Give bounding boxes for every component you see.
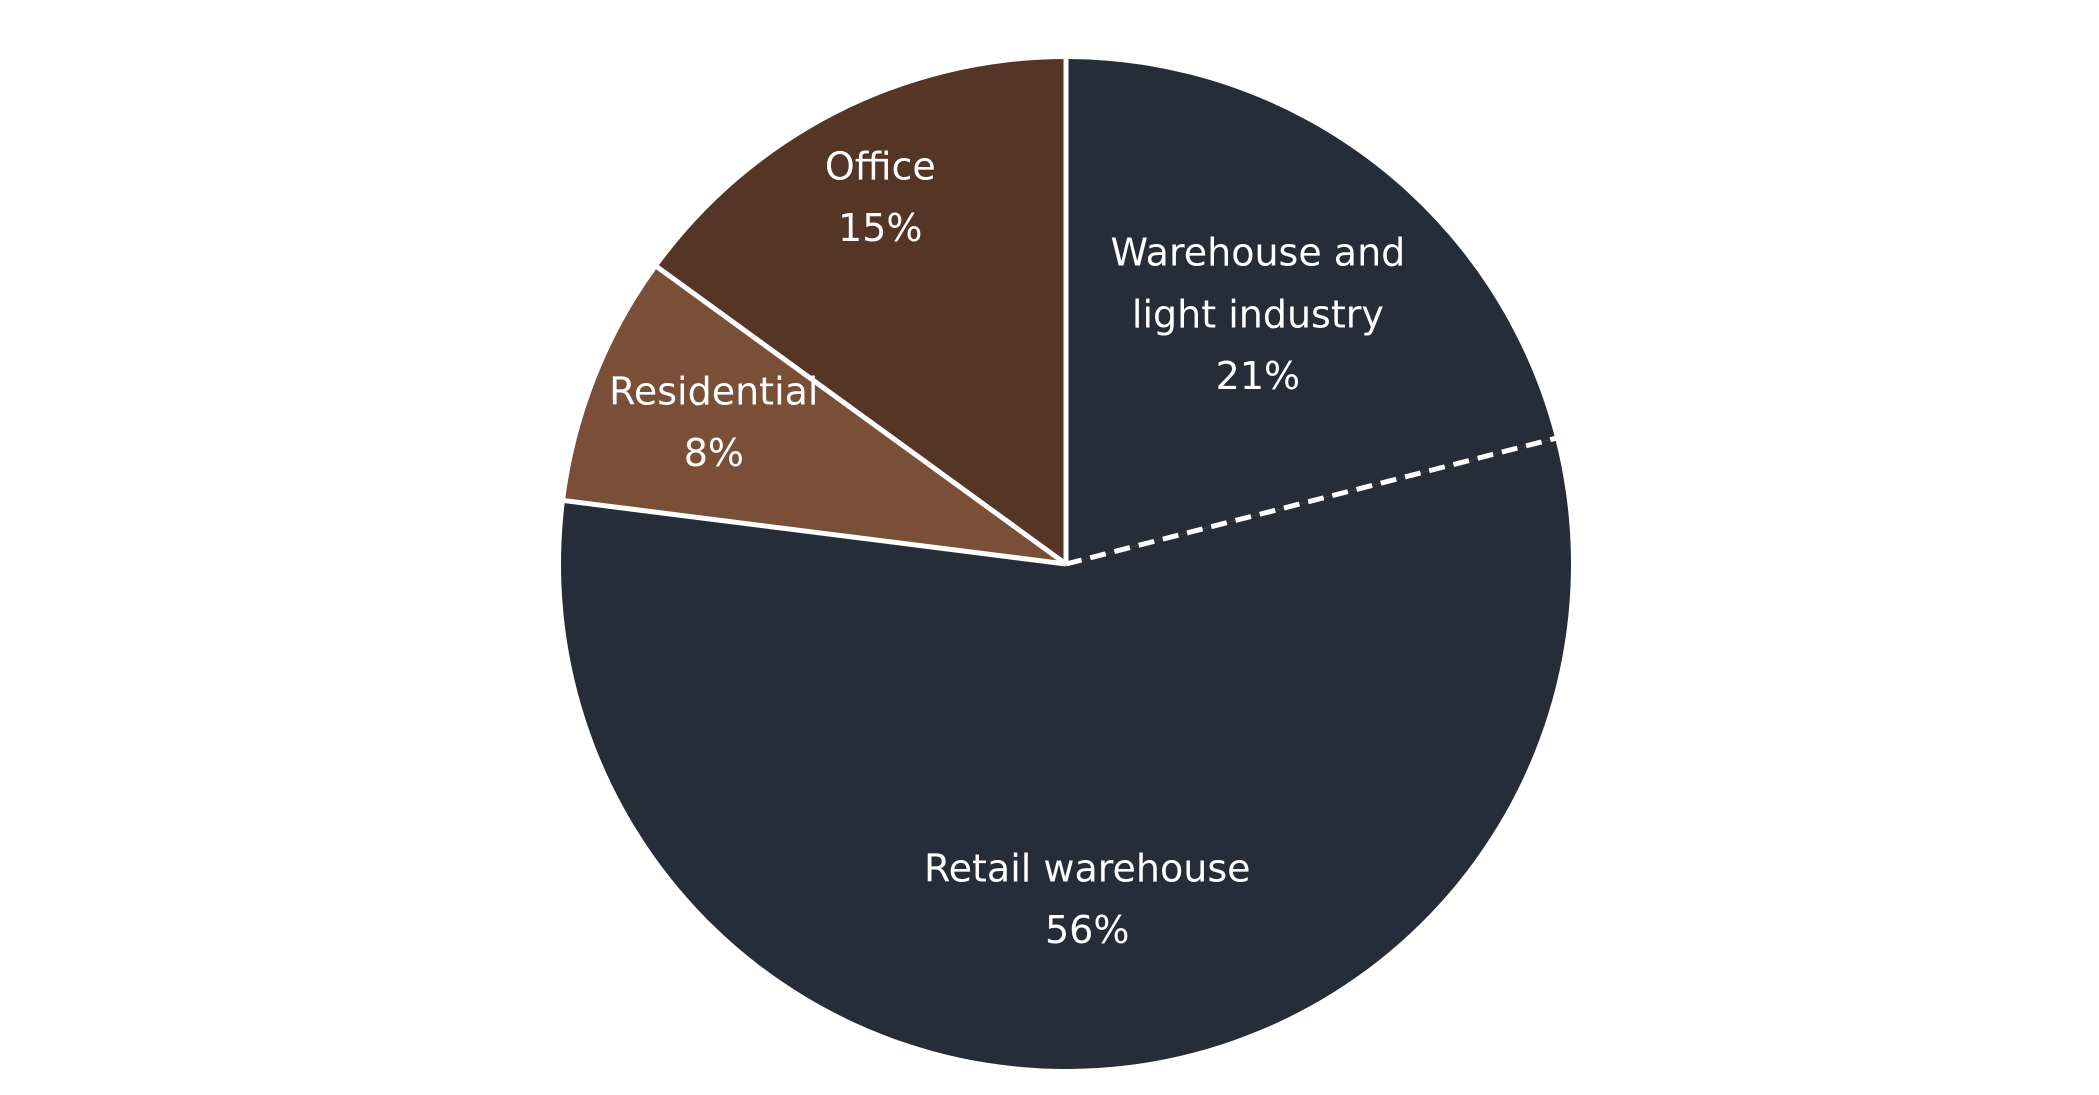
category-label: Warehouse and light industry [1111,230,1406,336]
value-label: 8% [684,431,744,475]
value-label: 56% [1045,908,1129,952]
category-label-line: Office [825,144,936,188]
value-label: 15% [838,206,922,250]
value-label: 21% [1216,354,1300,398]
category-label-line: Warehouse and [1111,230,1406,274]
pie-slice [657,59,1066,564]
category-label: Residential [609,369,818,413]
pie-slice [1066,59,1556,564]
category-label-line: Retail warehouse [924,846,1251,890]
pie-slice [564,267,1066,564]
pie-slice [561,438,1571,1069]
category-label-line: Residential [609,369,818,413]
category-label: Office [825,144,936,188]
category-label-line: light industry [1132,292,1384,336]
slice-separator [1065,435,1558,567]
slice-separator [562,497,1067,567]
category-label: Retail warehouse [924,846,1251,890]
slice-separator [654,263,1068,567]
